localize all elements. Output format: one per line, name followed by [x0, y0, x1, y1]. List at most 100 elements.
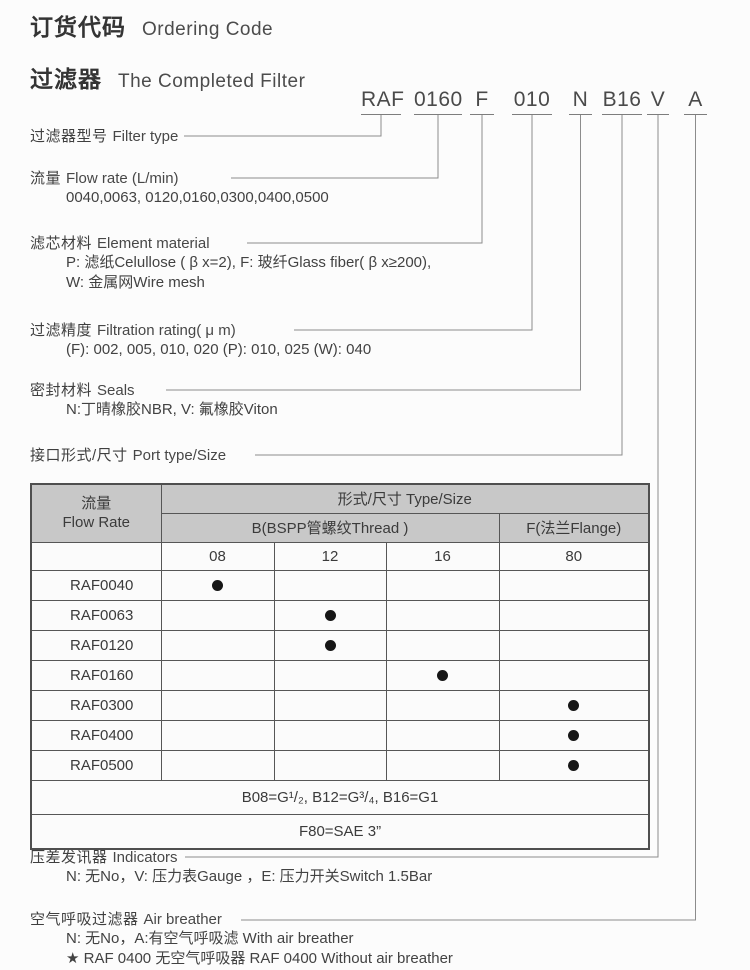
legend-label-en: Seals [97, 382, 135, 399]
col-header-flange: F(法兰Flange) [498, 512, 650, 543]
legend-detail: N:丁晴橡胶NBR, V: 氟橡胶Viton [66, 401, 278, 418]
availability-dot [212, 579, 223, 591]
connector-line-0 [184, 114, 382, 137]
legend-label: 过滤精度 Filtration rating( μ m) [30, 322, 371, 340]
size-header-80: 80 [498, 541, 650, 571]
legend-label-zh: 流量 [30, 170, 62, 187]
legend-label: 滤芯材料 Element material [30, 235, 431, 253]
table-note: B08=G¹/₂, B12=G³/₄, B16=G1 [30, 779, 650, 815]
model-cell: RAF0500 [30, 749, 162, 781]
availability-cell-16 [385, 569, 500, 601]
legend-detail: N: 无No，A:有空气呼吸滤 With air breather [66, 930, 354, 947]
legend-label-zh: 空气呼吸过滤器 [30, 911, 139, 928]
availability-cell-08 [160, 719, 275, 751]
model-cell: RAF0040 [30, 569, 162, 601]
legend-label: 空气呼吸过滤器 Air breather [30, 911, 453, 929]
subtitle-zh: 过滤器 [30, 66, 102, 92]
legend-flow-rate-l-min: 流量 Flow rate (L/min) 0040,0063, 0120,0160,… [30, 170, 329, 208]
availability-cell-12 [273, 689, 387, 721]
availability-cell-12 [273, 629, 387, 661]
code-segment-f: F [470, 87, 494, 115]
legend-label: 过滤器型号 Filter type [30, 128, 178, 146]
size-row-blank-cell [30, 541, 162, 571]
size-header-08: 08 [160, 541, 275, 571]
legend-filter-type: 过滤器型号 Filter type [30, 128, 178, 146]
table-note-row-0: B08=G¹/₂, B12=G³/₄, B16=G1 [30, 779, 650, 815]
availability-cell-12 [273, 749, 387, 781]
availability-cell-80 [498, 689, 650, 721]
legend-label-zh: 过滤精度 [30, 322, 93, 339]
port-size-table: 流量 Flow Rate 形式/尺寸 Type/Size B(BSPP管螺纹Th… [30, 483, 651, 850]
legend-detail: W: 金属网Wire mesh [66, 274, 205, 291]
legend-label-en: Element material [97, 235, 210, 252]
availability-dot [568, 699, 580, 711]
availability-dot [324, 639, 336, 651]
legend-label-en: Port type/Size [132, 447, 227, 464]
legend-element-material: 滤芯材料 Element material P: 滤纸Celullose ( β x… [30, 235, 431, 293]
legend-label-en: Indicators [112, 849, 178, 866]
availability-cell-08 [160, 749, 275, 781]
legend-port-type-size: 接口形式/尺寸 Port type/Size [30, 447, 226, 465]
availability-cell-16 [385, 629, 500, 661]
availability-cell-12 [273, 569, 387, 601]
legend-detail: (F): 002, 005, 010, 020 (P): 010, 025 (W… [66, 341, 372, 358]
availability-dot [568, 759, 580, 771]
code-segment-n: N [569, 87, 592, 115]
title-en: Ordering Code [142, 19, 274, 40]
availability-dot [568, 729, 580, 741]
size-header-16: 16 [385, 541, 500, 571]
legend-label-zh: 密封材料 [30, 382, 93, 399]
flow-rate-zh: 流量 [81, 495, 112, 513]
title-zh: 订货代码 [30, 14, 126, 40]
availability-cell-80 [498, 749, 650, 781]
availability-dot [437, 669, 448, 681]
legend-label-en: Air breather [143, 911, 222, 928]
legend-air-breather: 空气呼吸过滤器 Air breather N: 无No，A:有空气呼吸滤 With … [30, 911, 453, 969]
table-row-raf0400: RAF0400 [30, 719, 650, 751]
code-segment-raf: RAF [361, 87, 404, 115]
section-title: 过滤器 The Completed Filter [30, 60, 305, 94]
availability-cell-08 [160, 569, 275, 601]
availability-cell-80 [498, 569, 650, 601]
availability-dot [324, 609, 336, 621]
table-row-raf0120: RAF0120 [30, 629, 650, 661]
model-cell: RAF0120 [30, 629, 162, 661]
code-segment-b16: B16 [602, 87, 642, 115]
page-title: 订货代码 Ordering Code [30, 8, 273, 42]
legend-label-en: Filtration rating( μ m) [97, 322, 236, 339]
table-row-raf0063: RAF0063 [30, 599, 650, 631]
availability-cell-12 [273, 659, 387, 691]
model-cell: RAF0400 [30, 719, 162, 751]
legend-label-en: Filter type [112, 128, 179, 145]
table-note: F80=SAE 3” [30, 813, 650, 849]
legend-label-en: Flow rate (L/min) [66, 170, 179, 187]
legend-label-zh: 过滤器型号 [30, 128, 108, 145]
col-header-flow-rate: 流量 Flow Rate [30, 483, 162, 543]
legend-label: 接口形式/尺寸 Port type/Size [30, 447, 226, 465]
availability-cell-08 [160, 599, 275, 631]
availability-cell-16 [385, 749, 500, 781]
code-segment-010: 010 [512, 87, 552, 115]
legend-seals: 密封材料 Seals N:丁晴橡胶NBR, V: 氟橡胶Viton [30, 382, 278, 420]
availability-cell-16 [385, 659, 500, 691]
legend-filtration-rating-m: 过滤精度 Filtration rating( μ m) (F): 002, 005… [30, 322, 371, 360]
table-row-raf0300: RAF0300 [30, 689, 650, 721]
availability-cell-80 [498, 629, 650, 661]
table-row-raf0500: RAF0500 [30, 749, 650, 781]
availability-cell-80 [498, 719, 650, 751]
legend-label: 压差发讯器 Indicators [30, 849, 432, 867]
table-note-row-1: F80=SAE 3” [30, 813, 650, 849]
size-header-12: 12 [273, 541, 387, 571]
subtitle-en: The Completed Filter [118, 71, 306, 92]
availability-cell-08 [160, 629, 275, 661]
code-segment-a: A [684, 87, 707, 115]
legend-label: 流量 Flow rate (L/min) [30, 170, 329, 188]
availability-cell-80 [498, 659, 650, 691]
availability-cell-16 [385, 689, 500, 721]
availability-cell-08 [160, 689, 275, 721]
availability-cell-80 [498, 599, 650, 631]
availability-cell-16 [385, 599, 500, 631]
legend-label-zh: 滤芯材料 [30, 235, 93, 252]
code-segment-0160: 0160 [414, 87, 462, 115]
